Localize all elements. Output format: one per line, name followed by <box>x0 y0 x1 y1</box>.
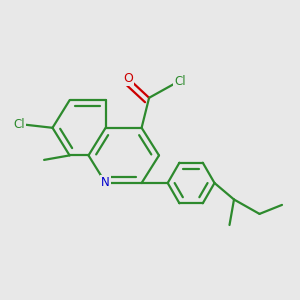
Text: Cl: Cl <box>14 118 25 131</box>
Text: O: O <box>123 72 133 85</box>
Text: Cl: Cl <box>174 75 185 88</box>
Text: N: N <box>101 176 110 190</box>
